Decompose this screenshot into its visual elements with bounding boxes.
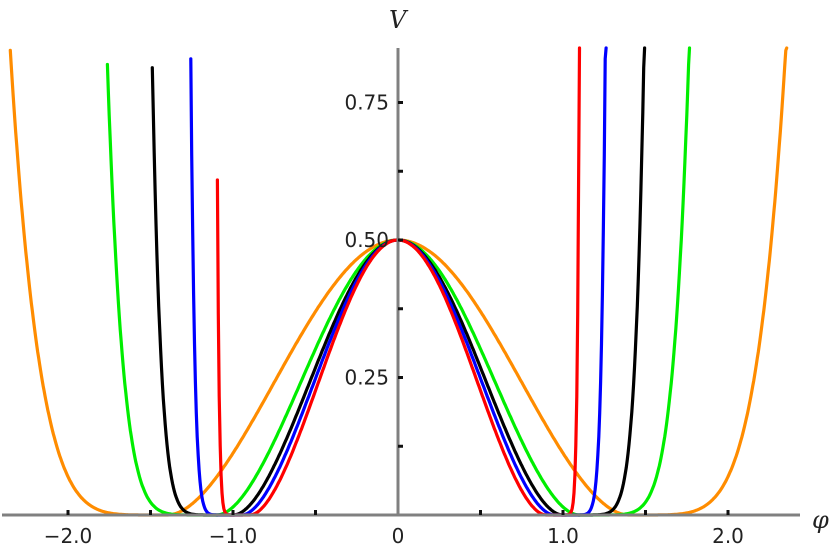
- x-axis-label: φ: [812, 506, 829, 534]
- x-tick-label: −1.0: [209, 524, 258, 548]
- x-tick-label: 2.0: [712, 524, 744, 548]
- y-tick-label: 0.50: [344, 228, 389, 252]
- ticks-group: [66, 101, 730, 515]
- x-tick-label: 0: [392, 524, 405, 548]
- x-tick-label: −2.0: [44, 524, 93, 548]
- tick-labels-group: −2.0 −1.0 0 1.0 2.0 0.25 0.50 0.75: [44, 91, 744, 549]
- y-axis-label: V: [389, 6, 409, 34]
- y-tick-label: 0.25: [344, 366, 389, 390]
- y-tick-label: 0.75: [344, 91, 389, 115]
- x-tick-label: 1.0: [547, 524, 579, 548]
